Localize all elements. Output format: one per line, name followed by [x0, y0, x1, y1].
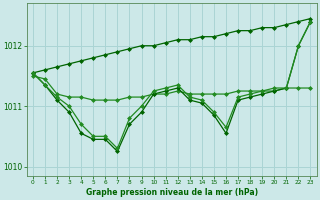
X-axis label: Graphe pression niveau de la mer (hPa): Graphe pression niveau de la mer (hPa) [86, 188, 258, 197]
